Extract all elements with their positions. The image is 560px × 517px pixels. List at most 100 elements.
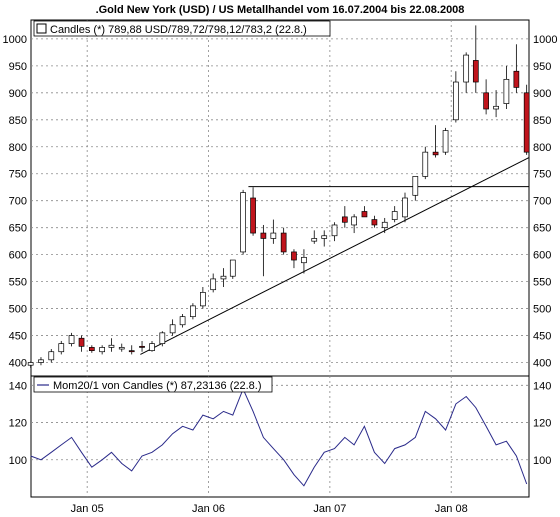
candle-up — [412, 176, 419, 196]
candle-up — [149, 343, 155, 351]
chart-title: .Gold New York (USD) / US Metallhandel v… — [96, 4, 465, 16]
price-panel-frame — [30, 19, 530, 377]
candle-down — [483, 92, 489, 110]
x-tick-labels: Jan 05 Jan 06 Jan 07 Jan 08 — [71, 503, 468, 515]
momentum-legend-label: Mom20/1 von Candles (*) 87,23136 (22.8.) — [53, 380, 262, 392]
price-gridlines — [31, 20, 529, 376]
price-y-tick-label: 950 — [9, 61, 27, 73]
candle-up — [68, 335, 75, 344]
price-y-tick-label: 750 — [9, 169, 27, 181]
price-y-tick-label: 550 — [9, 277, 27, 289]
candle-down — [361, 211, 368, 218]
candle-down — [128, 350, 135, 353]
candle-up — [99, 347, 105, 353]
price-y-tick-label: 850 — [533, 115, 551, 127]
momentum-y-tick-labels-right: 100 120 140 — [533, 380, 551, 466]
candle-up — [453, 81, 459, 121]
candle-up — [463, 54, 470, 83]
candle-down — [139, 345, 145, 348]
momentum-y-tick-label: 100 — [9, 455, 27, 467]
price-y-tick-label: 450 — [533, 331, 551, 343]
candle-up — [442, 130, 449, 153]
candles-legend-icon — [36, 23, 47, 34]
price-y-tick-label: 650 — [9, 223, 27, 235]
candle-up — [301, 256, 307, 264]
momentum-y-tick-label: 120 — [9, 418, 27, 430]
x-tick-label: Jan 06 — [192, 503, 225, 515]
candle-up — [493, 105, 499, 110]
price-y-tick-label: 450 — [9, 331, 27, 343]
candle-down — [472, 60, 479, 83]
price-y-tick-label: 750 — [533, 169, 551, 181]
candle-up — [27, 362, 34, 366]
price-y-tick-label: 600 — [533, 250, 551, 262]
price-y-tick-label: 500 — [533, 304, 551, 316]
candle-up — [503, 78, 510, 104]
candle-up — [331, 224, 338, 237]
candles-series — [27, 25, 530, 368]
candle-up — [270, 232, 277, 239]
candle-down — [250, 197, 256, 234]
candle-up — [422, 151, 429, 177]
candle-up — [159, 332, 166, 344]
x-tick-label: Jan 05 — [71, 503, 104, 515]
candle-up — [402, 197, 408, 218]
price-legend-box — [33, 20, 331, 37]
momentum-series — [30, 387, 528, 487]
candle-up — [351, 216, 357, 226]
price-y-tick-label: 800 — [9, 142, 27, 154]
candle-down — [513, 70, 520, 88]
price-y-tick-label: 400 — [533, 358, 551, 370]
price-y-tick-label: 850 — [9, 115, 27, 127]
momentum-y-tick-label: 100 — [533, 455, 551, 467]
price-y-tick-label: 650 — [533, 223, 551, 235]
price-y-tick-label: 950 — [533, 61, 551, 73]
momentum-y-tick-label: 140 — [533, 380, 551, 392]
momentum-legend: Mom20/1 von Candles (*) 87,23136 (22.8.) — [33, 376, 273, 393]
price-y-tick-label: 1000 — [533, 34, 557, 46]
trendlines — [140, 157, 530, 355]
candle-up — [321, 235, 328, 239]
candle-down — [371, 219, 378, 226]
price-y-tick-label: 500 — [9, 304, 27, 316]
candle-down — [341, 216, 348, 223]
candle-up — [48, 351, 55, 361]
candle-down — [78, 337, 85, 347]
price-legend-label: Candles (*) 789,88 USD/789,72/798,12/783… — [50, 24, 307, 36]
price-y-tick-labels-right: 400 450 500 550 600 650 700 750 800 850 900 950 1000 — [533, 34, 557, 370]
price-y-tick-label: 900 — [533, 88, 551, 100]
x-tick-label: Jan 08 — [435, 503, 468, 515]
price-y-tick-label: 1000 — [3, 34, 27, 46]
candle-up — [220, 275, 227, 280]
x-tick-label: Jan 07 — [313, 503, 346, 515]
candle-up — [311, 238, 318, 242]
candle-up — [169, 324, 176, 334]
candle-up — [229, 259, 236, 277]
candle-up — [200, 292, 206, 307]
price-legend: Candles (*) 789,88 USD/789,72/798,12/783… — [33, 20, 331, 37]
candle-down — [523, 92, 530, 153]
price-y-tick-label: 900 — [9, 88, 27, 100]
momentum-gridlines — [31, 376, 529, 497]
price-y-tick-labels-left: 400 450 500 550 600 650 700 750 800 850 900 950 1000 — [3, 34, 27, 370]
momentum-y-tick-labels-left: 100 120 140 — [9, 380, 27, 466]
candle-down — [291, 251, 297, 261]
candle-down — [432, 151, 439, 156]
price-y-tick-label: 800 — [533, 142, 551, 154]
momentum-panel-frame — [30, 375, 530, 498]
candle-up — [391, 211, 398, 220]
momentum-legend-box — [33, 376, 273, 393]
candle-up — [118, 347, 125, 350]
candle-up — [240, 192, 246, 253]
candle-up — [381, 221, 388, 229]
price-y-tick-label: 700 — [9, 196, 27, 208]
price-y-tick-label: 550 — [533, 277, 551, 289]
candle-up — [210, 278, 217, 291]
candle-up — [190, 305, 196, 318]
candle-up — [108, 344, 115, 348]
momentum-line — [30, 387, 528, 487]
price-y-tick-label: 600 — [9, 250, 27, 262]
candle-up — [38, 359, 44, 363]
candle-down — [88, 347, 95, 351]
